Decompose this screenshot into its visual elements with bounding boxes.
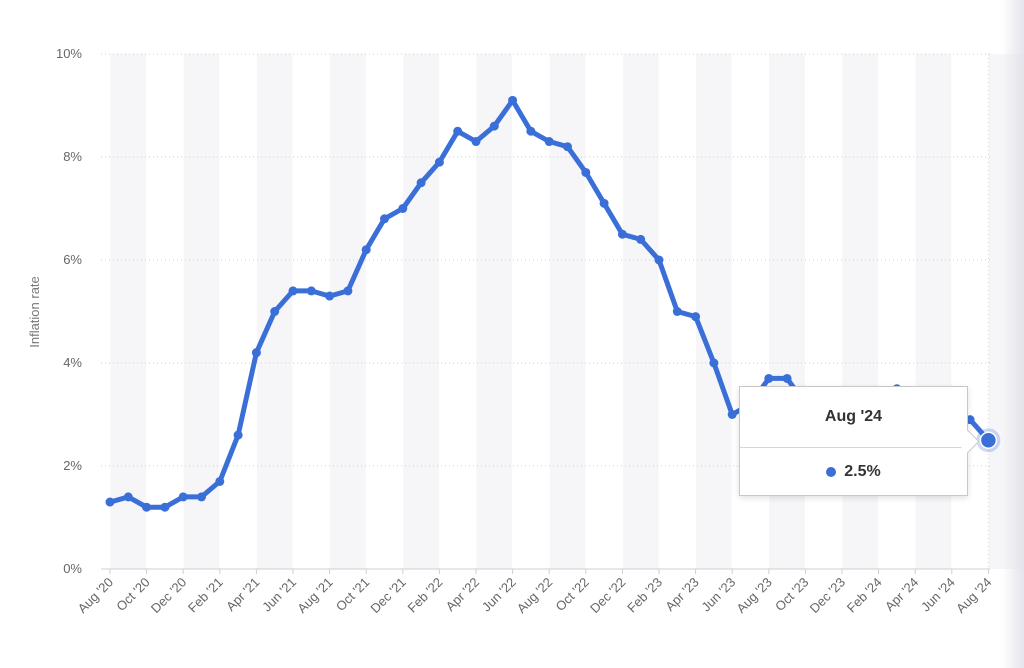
chart-band	[549, 54, 586, 569]
x-tick-label: Aug '20	[75, 575, 116, 616]
y-tick-label: 6%	[63, 252, 82, 267]
y-tick-label: 10%	[56, 46, 82, 61]
data-point[interactable]	[434, 157, 444, 167]
y-axis-ticks: 0% 2% 4% 6% 8% 10%	[56, 46, 82, 576]
data-point[interactable]	[270, 307, 280, 316]
data-point[interactable]	[215, 476, 225, 486]
data-point[interactable]	[416, 178, 426, 188]
data-point[interactable]	[563, 142, 572, 152]
data-point[interactable]	[654, 255, 664, 265]
data-point[interactable]	[764, 373, 774, 383]
x-tick-label: Jun '21	[259, 575, 299, 615]
x-tick-label: Apr '22	[443, 575, 482, 614]
y-axis-title: Inflation rate	[27, 276, 42, 348]
data-point[interactable]	[489, 121, 499, 131]
x-tick-label: Dec '21	[367, 575, 408, 616]
data-point[interactable]	[142, 502, 152, 512]
data-point[interactable]	[581, 167, 591, 177]
data-point[interactable]	[453, 126, 463, 136]
x-tick-label: Aug '22	[514, 575, 555, 616]
x-tick-label: Jun '24	[918, 575, 958, 615]
data-point[interactable]	[361, 245, 371, 255]
data-point[interactable]	[160, 502, 170, 512]
data-point[interactable]	[672, 307, 682, 316]
x-tick-label: Apr '21	[223, 575, 262, 614]
x-tick-label: Dec '22	[587, 575, 628, 616]
data-point[interactable]	[508, 95, 518, 105]
data-point[interactable]	[471, 137, 481, 147]
data-point[interactable]	[233, 430, 243, 440]
scroll-edge-shade	[1002, 0, 1024, 668]
x-tick-label: Oct '20	[113, 575, 152, 614]
x-tick-label: Feb '22	[405, 575, 446, 616]
x-tick-label: Aug '21	[294, 575, 335, 616]
data-point[interactable]	[599, 198, 609, 208]
data-point[interactable]	[178, 492, 188, 502]
data-point[interactable]	[617, 229, 627, 239]
tooltip-value: 2.5%	[844, 463, 881, 480]
x-tick-label: Dec '23	[807, 575, 848, 616]
data-point[interactable]	[979, 431, 998, 449]
x-tick-label: Dec '20	[148, 575, 189, 616]
data-point[interactable]	[727, 410, 737, 419]
x-tick-label: Jun '23	[698, 575, 738, 615]
chart-band	[622, 54, 659, 569]
chart-band	[696, 54, 732, 569]
x-tick-label: Apr '24	[882, 575, 921, 614]
x-tick-label: Aug '23	[733, 575, 774, 616]
data-point[interactable]	[526, 126, 536, 136]
tooltip: Aug '24 2.5%	[739, 386, 980, 496]
chart-band	[110, 54, 147, 569]
x-tick-label: Feb '23	[624, 575, 665, 616]
x-tick-label: Oct '23	[772, 575, 811, 614]
tooltip-series-dot	[826, 467, 837, 477]
data-point[interactable]	[398, 204, 408, 213]
x-tick-label: Oct '22	[552, 575, 591, 614]
chart-band	[330, 54, 366, 569]
y-tick-label: 4%	[63, 355, 82, 370]
y-tick-label: 0%	[63, 561, 82, 576]
x-tick-label: Jun '22	[479, 575, 519, 615]
x-tick-label: Apr '23	[662, 575, 701, 614]
data-point[interactable]	[251, 348, 261, 358]
x-tick-label: Aug '24	[953, 575, 994, 616]
tooltip-title: Aug '24	[740, 387, 967, 448]
chart-band	[476, 54, 513, 569]
data-point[interactable]	[288, 286, 298, 296]
data-point[interactable]	[306, 286, 316, 296]
data-point[interactable]	[636, 234, 646, 244]
x-tick-label: Oct '21	[333, 575, 372, 614]
tooltip-value-row: 2.5%	[740, 448, 967, 496]
data-point[interactable]	[782, 373, 792, 383]
data-point[interactable]	[544, 137, 554, 147]
data-point[interactable]	[325, 291, 335, 301]
data-point[interactable]	[197, 492, 206, 502]
data-point[interactable]	[709, 358, 719, 368]
data-point[interactable]	[105, 497, 115, 507]
chart-band	[183, 54, 220, 569]
data-point[interactable]	[691, 312, 701, 322]
x-tick-label: Feb '21	[185, 575, 226, 616]
chart-band	[403, 54, 439, 569]
y-tick-label: 2%	[63, 458, 82, 473]
data-point[interactable]	[123, 492, 133, 502]
data-point[interactable]	[343, 286, 353, 296]
y-tick-label: 8%	[63, 149, 82, 164]
data-point[interactable]	[380, 214, 389, 224]
x-tick-label: Feb '24	[844, 575, 885, 616]
